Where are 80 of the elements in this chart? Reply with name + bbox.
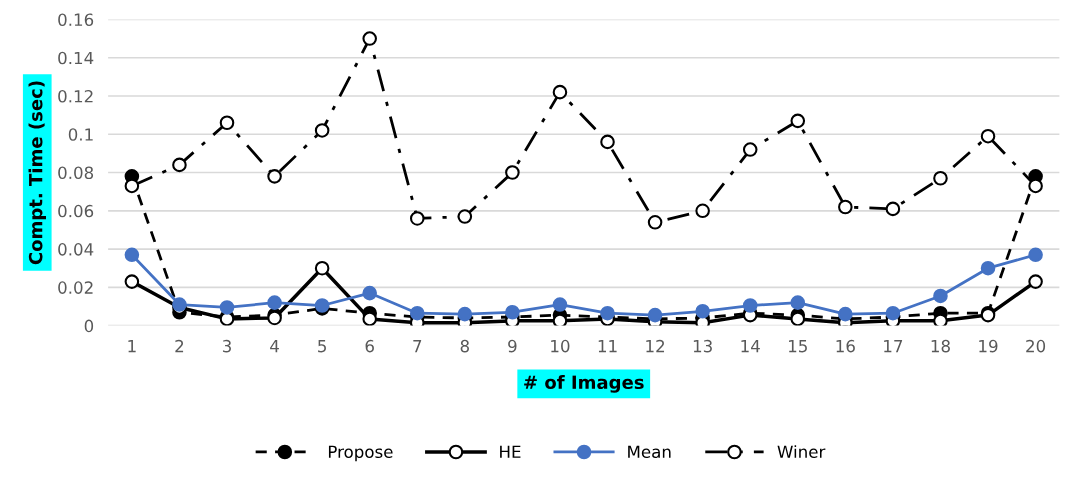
point bbox=[790, 113, 806, 129]
y-tick-label: 0.14 bbox=[58, 51, 94, 65]
point bbox=[647, 214, 663, 230]
x-tick-label: 17 bbox=[884, 340, 903, 353]
point bbox=[267, 295, 282, 310]
x-tick-label: 7 bbox=[413, 340, 422, 353]
point bbox=[933, 313, 948, 326]
point bbox=[742, 298, 758, 313]
x-tick-label: 6 bbox=[365, 339, 374, 353]
x-tick-label: 13 bbox=[693, 339, 712, 353]
point bbox=[172, 157, 187, 173]
x-tick-label: 5 bbox=[318, 340, 326, 353]
legend-label: Mean bbox=[628, 445, 671, 459]
legend-label: Winer bbox=[777, 445, 826, 459]
point bbox=[457, 306, 473, 322]
x-tick-label: 12 bbox=[646, 339, 665, 353]
point bbox=[124, 274, 140, 289]
x-tick-label: 3 bbox=[222, 339, 231, 353]
y-tick-label: 0.08 bbox=[58, 166, 94, 180]
point bbox=[552, 84, 568, 100]
point bbox=[980, 260, 996, 276]
point bbox=[790, 295, 806, 310]
y-tick-label: 0.02 bbox=[58, 281, 93, 294]
point bbox=[124, 178, 140, 194]
point bbox=[647, 307, 663, 323]
point bbox=[600, 134, 615, 150]
point bbox=[552, 297, 568, 312]
point bbox=[742, 142, 758, 157]
point bbox=[933, 170, 948, 186]
point bbox=[695, 303, 710, 319]
point bbox=[267, 169, 282, 184]
legend-label: HE bbox=[500, 445, 521, 458]
y-tick-label: 0.06 bbox=[58, 204, 94, 218]
point bbox=[838, 199, 853, 215]
point bbox=[505, 304, 520, 320]
x-tick-label: 1 bbox=[128, 340, 136, 353]
x-tick-label: 11 bbox=[598, 340, 617, 353]
x-axis-title: # of Images bbox=[524, 375, 644, 393]
point bbox=[124, 247, 140, 263]
point bbox=[362, 31, 377, 46]
point bbox=[409, 211, 425, 226]
x-tick-label: 8 bbox=[460, 339, 469, 353]
point bbox=[552, 313, 568, 326]
point bbox=[1028, 247, 1043, 263]
x-tick-label: 16 bbox=[836, 339, 855, 353]
point bbox=[933, 288, 948, 304]
y-axis-title: Compt. Time (sec) bbox=[28, 81, 46, 265]
y-tick-label: 0.12 bbox=[58, 89, 93, 103]
x-tick-label: 2 bbox=[175, 339, 184, 353]
x-tick-label: 18 bbox=[931, 339, 950, 353]
point bbox=[885, 201, 901, 217]
x-tick-label: 19 bbox=[979, 339, 998, 353]
point bbox=[362, 311, 377, 326]
y-tick-label: 0 bbox=[84, 319, 94, 333]
point bbox=[1028, 178, 1043, 194]
point bbox=[362, 285, 377, 301]
x-tick-label: 10 bbox=[551, 339, 570, 353]
point bbox=[1028, 274, 1043, 289]
point bbox=[505, 165, 520, 180]
x-tick-label: 4 bbox=[270, 340, 279, 353]
point bbox=[600, 305, 615, 321]
point bbox=[409, 305, 425, 321]
x-tick-label: 14 bbox=[741, 340, 760, 353]
y-tick-label: 0.16 bbox=[58, 13, 94, 27]
legend-label: Propose bbox=[328, 445, 393, 462]
point bbox=[457, 209, 473, 224]
point bbox=[838, 306, 853, 322]
point bbox=[314, 123, 330, 138]
point bbox=[219, 115, 235, 131]
x-tick-label: 15 bbox=[789, 340, 807, 353]
y-tick-label: 0.1 bbox=[68, 128, 93, 141]
point bbox=[885, 305, 901, 321]
y-tick-label: 0.04 bbox=[58, 243, 94, 256]
point bbox=[314, 260, 330, 276]
point bbox=[219, 300, 235, 315]
x-tick-label: 9 bbox=[508, 339, 517, 353]
point bbox=[790, 311, 806, 326]
point bbox=[980, 128, 996, 144]
point bbox=[695, 203, 710, 219]
x-tick-label: 20 bbox=[1026, 339, 1046, 353]
